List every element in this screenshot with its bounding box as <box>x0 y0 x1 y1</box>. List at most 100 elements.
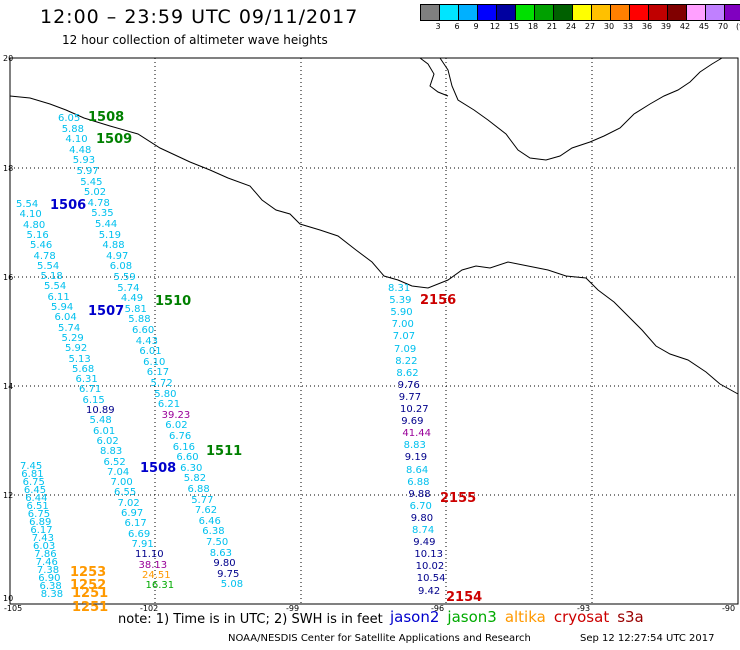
wave-height-label: 7.00 <box>110 477 133 489</box>
wave-height-label: 8.83 <box>403 440 426 452</box>
pass-id-label: 1253 <box>70 565 107 580</box>
wave-height-label: 6.38 <box>39 581 62 592</box>
wave-height-label: 5.54 <box>37 260 60 272</box>
pass-id-label: 1510 <box>155 294 192 309</box>
colorbar-swatch <box>611 4 630 21</box>
pass-id-label: 1509 <box>96 132 133 147</box>
wave-height-label: 4.10 <box>19 209 42 221</box>
wave-height-label: 6.17 <box>146 367 170 379</box>
peninsula <box>419 57 449 97</box>
wave-height-label: 6.44 <box>25 493 48 504</box>
pass-id-label: 2155 <box>440 491 477 506</box>
wave-height-label: 4.10 <box>65 134 88 146</box>
wave-height-label: 6.81 <box>21 469 44 480</box>
wave-height-label: 10.89 <box>86 405 115 416</box>
wave-height-label: 6.10 <box>143 356 166 368</box>
wave-height-label: 5.18 <box>40 271 63 283</box>
wave-height-label: 4.43 <box>135 335 158 347</box>
wave-height-label: 4.49 <box>120 293 144 305</box>
wave-height-label: 5.29 <box>61 332 84 344</box>
wave-height-label: 6.02 <box>165 420 188 432</box>
legend-item: s3a <box>617 608 644 626</box>
wave-height-label: 5.72 <box>150 378 173 389</box>
wave-height-label: 6.70 <box>409 500 432 512</box>
wave-height-label: 9.75 <box>217 568 240 580</box>
wave-height-label: 6.11 <box>47 291 70 303</box>
wave-height-label: 8.38 <box>40 589 64 600</box>
wave-height-label: 5.54 <box>16 199 39 210</box>
colorbar-swatch <box>725 4 740 21</box>
wave-height-label: 5.59 <box>113 272 136 283</box>
wave-height-label: 5.80 <box>154 388 177 400</box>
wave-height-label: 8.74 <box>412 525 435 536</box>
x-tick-label: -90 <box>722 604 736 613</box>
wave-height-label: 11.10 <box>135 549 164 561</box>
wave-height-label: 7.09 <box>394 343 417 355</box>
wave-height-label: 6.75 <box>22 477 45 488</box>
colorbar-label: 9 <box>473 22 479 31</box>
wave-height-label: 9.80 <box>410 512 434 524</box>
wave-height-label: 5.02 <box>83 187 107 199</box>
wave-height-label: 6.88 <box>407 476 430 488</box>
wave-height-label: 6.88 <box>187 484 210 495</box>
colorbar-swatch <box>516 4 535 21</box>
wave-height-label: 6.97 <box>121 508 144 519</box>
wave-height-label: 5.54 <box>44 281 67 293</box>
colorbar-label: 15 <box>508 22 520 31</box>
wave-height-label: 38.13 <box>138 559 168 571</box>
wave-height-label: 7.07 <box>392 331 416 343</box>
wave-height-label: 24.51 <box>142 569 171 581</box>
colorbar-label: 36 <box>641 22 653 31</box>
colorbar-swatch <box>573 4 592 21</box>
wave-height-label: 10.54 <box>416 573 446 585</box>
x-tick-label: -105 <box>4 604 23 613</box>
wave-height-label: 6.05 <box>58 113 81 124</box>
wave-height-label: 5.08 <box>220 579 244 591</box>
wave-height-label: 10.27 <box>400 404 429 415</box>
timestamp: Sep 12 12:27:54 UTC 2017 <box>580 633 715 644</box>
map-title: 12:00 – 23:59 UTC 09/11/2017 <box>40 6 359 28</box>
x-tick-label: -96 <box>431 604 445 613</box>
colorbar-swatch <box>459 4 478 21</box>
legend-item: cryosat <box>553 608 610 626</box>
colorbar-swatch <box>535 4 554 21</box>
wave-height-label: 6.60 <box>176 452 199 464</box>
colorbar-label: 27 <box>584 22 596 31</box>
wave-height-label: 9.49 <box>413 537 436 549</box>
wave-height-label: 6.90 <box>38 573 61 584</box>
colorbar-swatch <box>440 4 459 21</box>
wave-height-label: 6.76 <box>169 431 192 442</box>
wave-height-label: 9.77 <box>398 391 422 403</box>
wave-height-label: 5.97 <box>76 166 99 177</box>
colorbar-swatch <box>554 4 573 21</box>
credit-line: NOAA/NESDIS Center for Satellite Applica… <box>228 633 531 644</box>
wave-height-label: 4.78 <box>33 250 56 262</box>
legend-item: jason3 <box>447 608 497 626</box>
colorbar-swatch <box>497 4 516 21</box>
wave-height-label: 5.19 <box>98 229 121 241</box>
wave-height-label: 6.04 <box>54 312 77 324</box>
wave-height-label: 6.01 <box>139 346 162 358</box>
y-tick-label: 20 <box>3 54 14 63</box>
colorbar-swatch <box>420 4 440 21</box>
x-tick-label: -93 <box>577 604 591 613</box>
map-subtitle: 12 hour collection of altimeter wave hei… <box>62 33 328 47</box>
wave-height-label: 5.48 <box>89 415 112 427</box>
wave-height-label: 6.46 <box>198 515 221 527</box>
colorbar-label: 24 <box>565 22 577 31</box>
colorbar-swatch <box>630 4 649 21</box>
wave-height-label: 6.17 <box>124 518 147 530</box>
pass-id-label: 2154 <box>446 590 483 605</box>
wave-height-label: 4.80 <box>23 219 46 231</box>
wave-height-label: 5.45 <box>80 176 103 188</box>
colorbar-swatch <box>649 4 668 21</box>
wave-height-label: 5.92 <box>65 343 88 355</box>
wave-height-label: 39.23 <box>161 409 191 421</box>
colorbar-label: 6 <box>454 22 460 31</box>
wave-height-label: 6.71 <box>79 384 102 396</box>
wave-height-label: 6.60 <box>132 325 155 336</box>
wave-height-label: 5.68 <box>72 363 95 375</box>
x-tick-label: -99 <box>286 604 300 613</box>
colorbar-swatch <box>478 4 497 21</box>
wave-height-label: 7.86 <box>34 549 57 560</box>
